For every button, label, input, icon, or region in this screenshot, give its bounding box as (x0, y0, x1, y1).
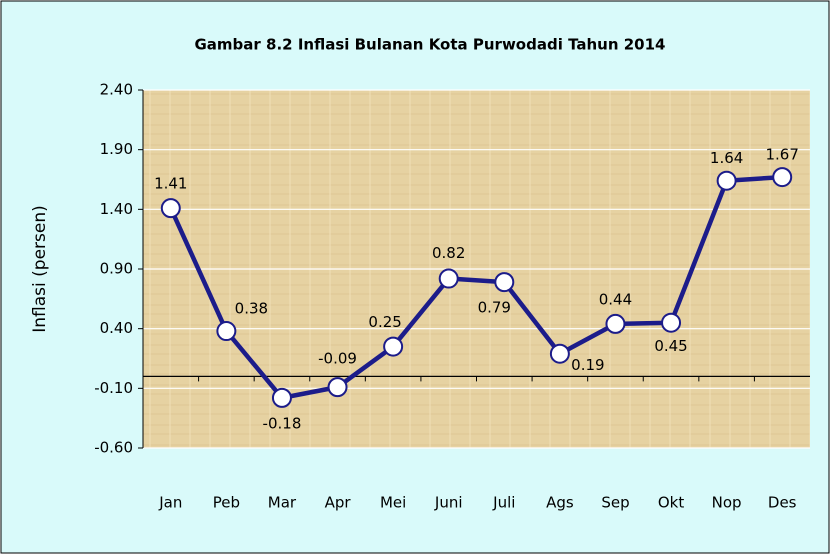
marker (271, 387, 292, 408)
marker (327, 377, 348, 398)
marker (772, 167, 793, 188)
x-tick-label: Jan (158, 494, 182, 512)
marker (661, 312, 682, 333)
data-label: -0.18 (263, 414, 302, 432)
data-label: 0.38 (235, 300, 268, 318)
data-label: 0.44 (599, 290, 632, 308)
y-tick-label: 1.90 (100, 140, 133, 158)
x-tick-label: Ags (546, 494, 574, 512)
y-tick-label: 0.40 (100, 319, 133, 337)
line (168, 174, 783, 401)
y-tick-label: 0.90 (100, 260, 133, 278)
y-axis-label: Inflasi (persen) (30, 205, 50, 333)
data-label: 0.79 (478, 299, 511, 317)
x-tick-label: Mei (380, 494, 406, 512)
chart-title: Gambar 8.2 Inflasi Bulanan Kota Purwodad… (194, 36, 665, 54)
data-label: 1.41 (154, 175, 187, 193)
marker (716, 170, 737, 191)
y-tick-label: -0.60 (94, 439, 133, 457)
marker (160, 198, 181, 219)
data-label: 1.67 (766, 146, 799, 164)
x-tick-label: Mar (268, 494, 297, 512)
data-label: 0.19 (571, 356, 604, 374)
marker (438, 268, 459, 289)
marker (494, 272, 515, 293)
marker (216, 321, 237, 342)
x-tick-label: Peb (213, 494, 240, 512)
y-tick-label: 1.40 (100, 200, 133, 218)
x-tick-label: Apr (325, 494, 352, 512)
marker (549, 343, 570, 364)
data-label: 0.82 (432, 244, 465, 262)
data-label: -0.09 (318, 350, 357, 368)
x-tick-label: Juli (492, 494, 515, 512)
x-tick-label: Nop (712, 494, 742, 512)
data-label: 1.64 (710, 149, 743, 167)
x-tick-label: Juni (434, 494, 463, 512)
marker (383, 336, 404, 357)
y-tick-label: -0.10 (94, 379, 133, 397)
data-label: 0.45 (654, 337, 687, 355)
x-tick-label: Des (768, 494, 797, 512)
y-tick-label: 2.40 (100, 81, 133, 99)
marker (605, 313, 626, 334)
data-label: 0.25 (368, 313, 401, 331)
x-tick-label: Sep (601, 494, 629, 512)
x-tick-label: Okt (658, 494, 684, 512)
